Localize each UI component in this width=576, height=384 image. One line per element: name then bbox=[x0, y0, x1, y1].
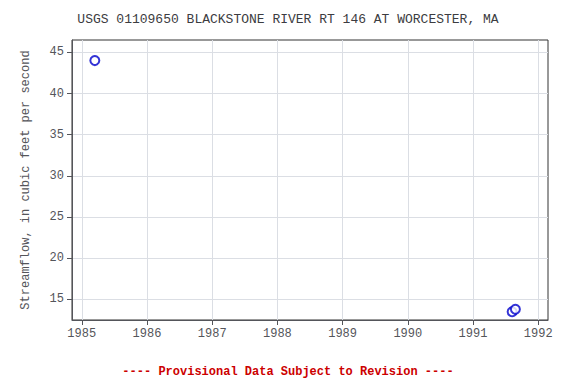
svg-text:1988: 1988 bbox=[263, 327, 292, 341]
svg-text:1985: 1985 bbox=[67, 327, 96, 341]
svg-text:1991: 1991 bbox=[459, 327, 488, 341]
svg-text:---- Provisional Data Subject: ---- Provisional Data Subject to Revisio… bbox=[122, 365, 453, 379]
svg-text:35: 35 bbox=[50, 128, 64, 142]
svg-text:15: 15 bbox=[50, 292, 64, 306]
svg-text:40: 40 bbox=[50, 87, 64, 101]
svg-text:1989: 1989 bbox=[328, 327, 357, 341]
svg-text:30: 30 bbox=[50, 169, 64, 183]
svg-text:USGS 01109650 BLACKSTONE RIVER: USGS 01109650 BLACKSTONE RIVER RT 146 AT… bbox=[77, 12, 498, 27]
svg-text:25: 25 bbox=[50, 210, 64, 224]
svg-text:1990: 1990 bbox=[393, 327, 422, 341]
svg-text:1987: 1987 bbox=[198, 327, 227, 341]
svg-text:1992: 1992 bbox=[524, 327, 553, 341]
svg-text:45: 45 bbox=[50, 45, 64, 59]
svg-text:20: 20 bbox=[50, 251, 64, 265]
svg-text:Streamflow, in cubic feet per: Streamflow, in cubic feet per second bbox=[19, 50, 33, 309]
svg-text:1986: 1986 bbox=[133, 327, 162, 341]
